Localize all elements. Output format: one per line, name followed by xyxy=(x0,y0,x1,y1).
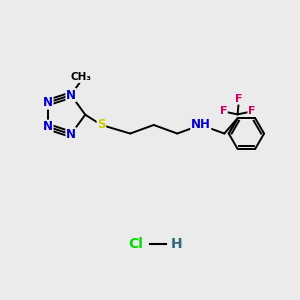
Text: N: N xyxy=(43,120,53,133)
Text: N: N xyxy=(66,128,76,141)
Text: CH₃: CH₃ xyxy=(71,72,92,82)
Text: F: F xyxy=(220,106,227,116)
Text: S: S xyxy=(97,118,106,131)
Text: F: F xyxy=(248,106,255,116)
Text: F: F xyxy=(235,94,243,104)
Text: N: N xyxy=(43,96,53,109)
Text: NH: NH xyxy=(191,118,211,131)
Text: H: H xyxy=(171,237,182,251)
Text: N: N xyxy=(66,88,76,102)
Text: Cl: Cl xyxy=(128,237,143,251)
